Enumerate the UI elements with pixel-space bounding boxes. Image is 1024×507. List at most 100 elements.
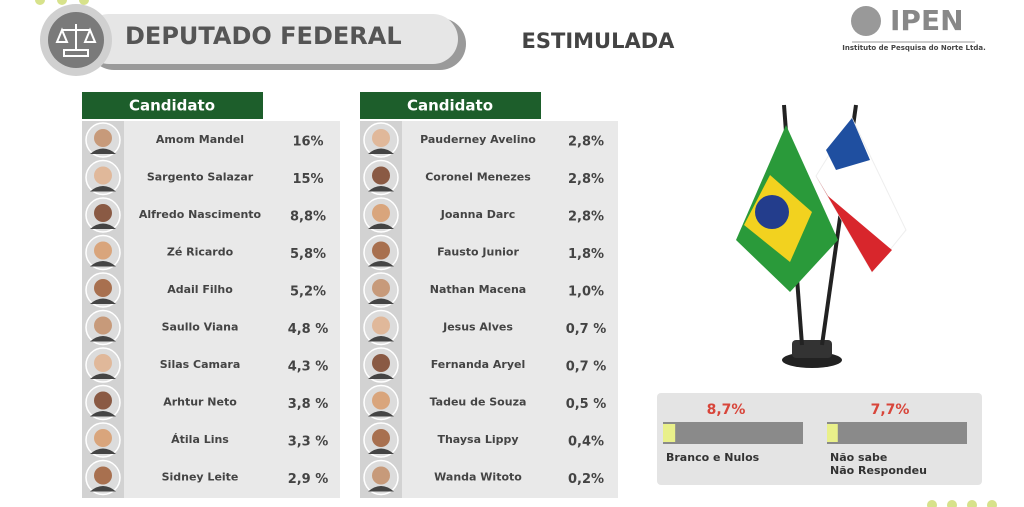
table-header-bg	[82, 92, 263, 119]
candidate-pct: 0,7 %	[566, 322, 607, 337]
summary-caption: Branco e Nulos	[666, 451, 760, 464]
logo-globe	[851, 6, 881, 36]
candidate-name: Sargento Salazar	[147, 171, 254, 184]
photo-face	[94, 466, 112, 485]
candidate-pct: 5,8%	[290, 247, 326, 262]
photo-face	[94, 241, 112, 260]
candidate-pct: 15%	[292, 172, 323, 187]
candidate-name: Arhtur Neto	[163, 396, 237, 409]
photo-face	[372, 279, 390, 297]
summary-bar	[663, 424, 676, 442]
candidate-pct: 16%	[292, 135, 323, 150]
summary-caption: Não sabe	[830, 451, 887, 464]
photo-body	[368, 411, 394, 417]
photo-body	[90, 148, 116, 154]
photo-face	[94, 429, 112, 447]
photo-face	[372, 466, 390, 485]
photo-face	[94, 391, 112, 410]
candidate-name: Pauderney Avelino	[420, 133, 536, 146]
candidate-name: Zé Ricardo	[167, 246, 234, 259]
flags	[736, 104, 907, 368]
photo-face	[94, 129, 112, 147]
photo-face	[372, 166, 390, 185]
photo-face	[372, 129, 390, 147]
candidate-name: Alfredo Nascimento	[139, 208, 262, 221]
photo-face	[94, 316, 112, 335]
candidate-name: Fernanda Aryel	[431, 358, 526, 371]
photo-body	[90, 336, 116, 342]
bottom-dots	[927, 500, 997, 507]
photo-body	[90, 186, 116, 192]
candidate-pct: 2,8%	[568, 135, 604, 150]
candidate-pct: 8,8%	[290, 210, 326, 225]
table-header-bg	[360, 92, 541, 119]
summary-box	[657, 393, 982, 485]
candidate-name: Adail Filho	[167, 283, 233, 296]
table-body	[82, 121, 340, 498]
candidate-pct: 1,0%	[568, 285, 604, 300]
candidate-name: Átila Lins	[171, 433, 229, 446]
candidate-name: Tadeu de Souza	[430, 396, 527, 409]
summary-caption: Não Respondeu	[830, 464, 927, 477]
candidate-name: Saullo Viana	[162, 321, 239, 334]
photo-body	[90, 261, 116, 267]
photo-body	[90, 486, 116, 492]
photo-body	[368, 186, 394, 192]
photo-face	[372, 429, 390, 447]
photo-body	[368, 223, 394, 229]
candidate-pct: 5,2%	[290, 285, 326, 300]
photo-face	[94, 279, 112, 297]
candidate-name: Amom Mandel	[156, 133, 244, 146]
candidate-name: Fausto Junior	[437, 246, 519, 259]
table-body	[360, 121, 618, 498]
subtitle: ESTIMULADA	[522, 29, 676, 53]
photo-face	[372, 241, 390, 260]
logo-tagline: Instituto de Pesquisa do Norte Ltda.	[842, 44, 986, 52]
candidate-pct: 1,8%	[568, 247, 604, 262]
candidate-name: Joanna Darc	[440, 208, 516, 221]
photo-body	[90, 298, 116, 304]
candidate-pct: 0,5 %	[566, 397, 607, 412]
candidate-name: Coronel Menezes	[425, 171, 531, 184]
photo-body	[368, 486, 394, 492]
candidate-name: Sidney Leite	[162, 471, 239, 484]
photo-body	[90, 373, 116, 379]
summary-label: 8,7%	[707, 402, 746, 418]
photo-face	[94, 354, 112, 372]
candidate-pct: 4,3 %	[288, 360, 329, 375]
photo-body	[368, 336, 394, 342]
table-header: Candidato	[129, 97, 215, 115]
photo-face	[372, 391, 390, 410]
candidate-pct: 4,8 %	[288, 322, 329, 337]
title: DEPUTADO FEDERAL	[125, 22, 402, 50]
candidate-name: Thaysa Lippy	[437, 433, 518, 446]
photo-body	[368, 373, 394, 379]
candidate-name: Nathan Macena	[430, 283, 526, 296]
candidate-pct: 0,4%	[568, 435, 604, 450]
photo-body	[368, 261, 394, 267]
title-pill	[84, 14, 458, 64]
candidate-pct: 3,8 %	[288, 397, 329, 412]
candidate-pct: 3,3 %	[288, 435, 329, 450]
photo-face	[94, 204, 112, 222]
candidate-pct: 0,2%	[568, 472, 604, 487]
logo-name: IPEN	[890, 4, 964, 37]
summary-bar-bg	[827, 422, 967, 444]
photo-body	[90, 411, 116, 417]
photo-face	[372, 354, 390, 372]
table-header: Candidato	[407, 97, 493, 115]
candidate-name: Silas Camara	[160, 358, 241, 371]
candidate-pct: 2,8%	[568, 172, 604, 187]
top-dots	[35, 0, 89, 5]
summary-bar	[827, 424, 838, 442]
photo-face	[372, 204, 390, 222]
candidate-name: Jesus Alves	[442, 321, 513, 334]
photo-body	[368, 448, 394, 454]
candidate-pct: 0,7 %	[566, 360, 607, 375]
photo-face	[94, 166, 112, 185]
candidate-name: Wanda Witoto	[434, 471, 522, 484]
scale-icon	[55, 24, 97, 57]
candidate-pct: 2,8%	[568, 210, 604, 225]
photo-body	[90, 448, 116, 454]
